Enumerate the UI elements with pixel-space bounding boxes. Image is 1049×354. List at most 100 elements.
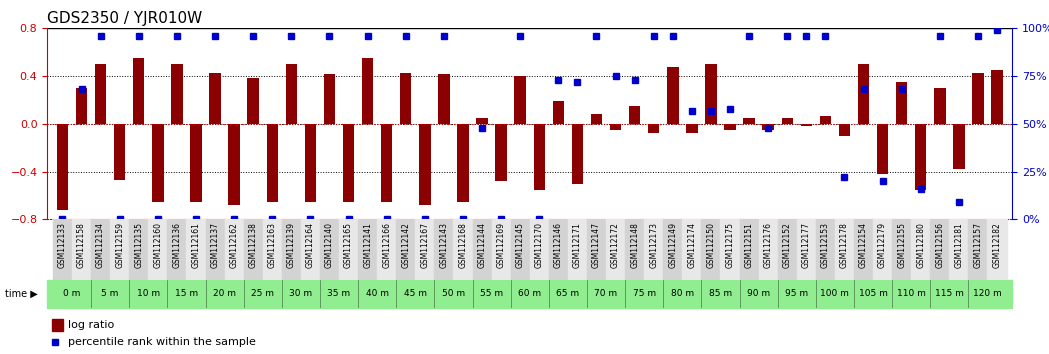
Bar — [724, 124, 735, 130]
Text: GSM112161: GSM112161 — [192, 222, 200, 268]
Bar — [682, 219, 702, 280]
Text: 20 m: 20 m — [213, 289, 236, 298]
Bar — [896, 82, 907, 124]
Text: 10 m: 10 m — [136, 289, 159, 298]
Text: GSM112177: GSM112177 — [801, 222, 811, 268]
Bar — [702, 219, 721, 280]
Text: GSM112165: GSM112165 — [344, 222, 354, 268]
Bar — [758, 219, 777, 280]
Bar — [472, 219, 492, 280]
Bar — [763, 124, 774, 130]
Text: 75 m: 75 m — [633, 289, 656, 298]
Bar — [320, 219, 339, 280]
Bar — [854, 219, 873, 280]
Bar — [835, 219, 854, 280]
Text: GSM112140: GSM112140 — [325, 222, 334, 268]
Text: GSM112148: GSM112148 — [630, 222, 639, 268]
Text: 110 m: 110 m — [897, 289, 925, 298]
Text: 0 m: 0 m — [63, 289, 81, 298]
Bar — [187, 219, 206, 280]
Text: 80 m: 80 m — [670, 289, 693, 298]
Bar — [912, 219, 930, 280]
Bar — [991, 70, 1003, 124]
Bar — [549, 219, 568, 280]
Text: GSM112146: GSM112146 — [554, 222, 563, 268]
Text: log ratio: log ratio — [68, 320, 114, 330]
Text: GSM112173: GSM112173 — [649, 222, 658, 268]
Bar — [266, 124, 278, 201]
Text: GSM112172: GSM112172 — [612, 222, 620, 268]
Bar — [629, 106, 640, 124]
Text: 5 m: 5 m — [102, 289, 119, 298]
Bar — [534, 124, 545, 190]
Bar — [148, 219, 168, 280]
Bar — [530, 219, 549, 280]
Text: GSM112135: GSM112135 — [134, 222, 144, 268]
Bar — [954, 124, 965, 169]
Text: GDS2350 / YJR010W: GDS2350 / YJR010W — [47, 11, 202, 26]
Bar — [434, 219, 453, 280]
Bar — [91, 219, 110, 280]
Text: GSM112142: GSM112142 — [402, 222, 410, 268]
Text: 105 m: 105 m — [859, 289, 887, 298]
Bar — [572, 124, 583, 184]
Bar — [110, 219, 129, 280]
Text: 115 m: 115 m — [935, 289, 964, 298]
Text: GSM112134: GSM112134 — [97, 222, 105, 268]
Text: GSM112154: GSM112154 — [859, 222, 868, 268]
Bar — [892, 219, 912, 280]
Text: 50 m: 50 m — [442, 289, 465, 298]
Bar — [114, 124, 126, 180]
Bar — [397, 219, 415, 280]
Text: GSM112163: GSM112163 — [267, 222, 277, 268]
Bar — [476, 118, 488, 124]
Bar — [206, 219, 224, 280]
Text: 40 m: 40 m — [366, 289, 389, 298]
Bar — [76, 88, 87, 124]
Text: GSM112182: GSM112182 — [992, 222, 1002, 268]
Bar — [362, 58, 373, 124]
Bar — [591, 114, 602, 124]
Bar — [492, 219, 511, 280]
Bar — [420, 124, 430, 205]
Bar — [740, 219, 758, 280]
Bar — [949, 219, 968, 280]
Bar — [877, 124, 889, 174]
Text: 30 m: 30 m — [290, 289, 313, 298]
Bar — [873, 219, 892, 280]
Bar — [301, 219, 320, 280]
Bar — [915, 124, 926, 190]
Text: 95 m: 95 m — [786, 289, 809, 298]
Text: GSM112176: GSM112176 — [764, 222, 773, 268]
Text: GSM112138: GSM112138 — [249, 222, 258, 268]
Bar — [858, 64, 870, 124]
Bar — [839, 124, 850, 136]
Bar — [797, 219, 816, 280]
Text: time ▶: time ▶ — [5, 289, 38, 299]
Text: 15 m: 15 m — [175, 289, 198, 298]
Bar — [644, 219, 663, 280]
Text: 100 m: 100 m — [820, 289, 850, 298]
Bar — [171, 64, 183, 124]
Bar — [453, 219, 472, 280]
Text: GSM112170: GSM112170 — [535, 222, 543, 268]
Text: GSM112157: GSM112157 — [973, 222, 983, 268]
Bar — [248, 79, 259, 124]
Bar — [553, 101, 564, 124]
Bar — [339, 219, 358, 280]
Text: GSM112137: GSM112137 — [211, 222, 219, 268]
Text: 90 m: 90 m — [747, 289, 770, 298]
Bar — [777, 219, 797, 280]
Bar — [968, 219, 987, 280]
Text: GSM112164: GSM112164 — [306, 222, 315, 268]
Bar — [262, 219, 282, 280]
Bar — [243, 219, 262, 280]
Text: 65 m: 65 m — [556, 289, 579, 298]
Bar — [324, 74, 336, 124]
Text: GSM112141: GSM112141 — [363, 222, 372, 268]
Bar — [229, 124, 240, 205]
Text: 45 m: 45 m — [404, 289, 427, 298]
Text: GSM112178: GSM112178 — [840, 222, 849, 268]
Bar — [358, 219, 378, 280]
Text: GSM112180: GSM112180 — [916, 222, 925, 268]
